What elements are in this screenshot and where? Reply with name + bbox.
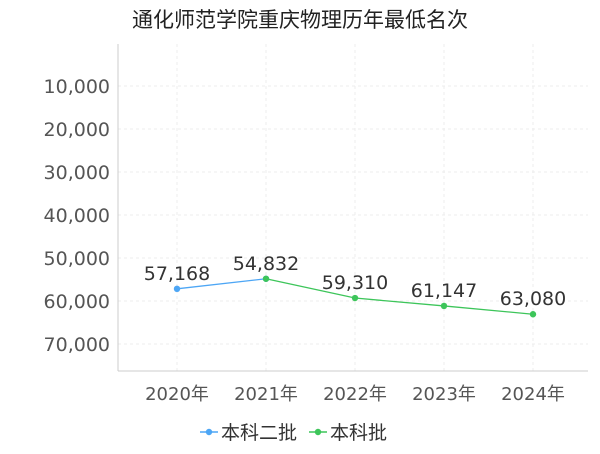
y-tick-label: 10,000 <box>44 76 110 98</box>
y-tick-label: 50,000 <box>44 248 110 270</box>
chart-title: 通化师范学院重庆物理历年最低名次 <box>132 8 468 32</box>
data-point <box>529 311 537 318</box>
series <box>173 275 537 318</box>
legend: 本科二批 本科批 <box>200 422 387 444</box>
y-tick-label: 60,000 <box>44 291 110 313</box>
data-label: 57,168 <box>144 263 210 285</box>
x-tick-label: 2022年 <box>323 384 387 405</box>
data-label: 63,080 <box>500 288 566 310</box>
series-line-1 <box>176 278 267 290</box>
data-point <box>440 302 448 310</box>
axes: 10,000 20,000 30,000 40,000 50,000 60,000 70,0… <box>44 44 588 405</box>
data-labels: 57,168 54,832 59,310 61,147 63,080 <box>144 253 566 310</box>
data-point <box>173 285 181 293</box>
legend-label-2: 本科批 <box>330 422 387 444</box>
x-tick-label: 2024年 <box>501 384 565 405</box>
y-tick-label: 20,000 <box>44 119 110 141</box>
y-tick-label: 30,000 <box>44 162 110 184</box>
y-tick-label: 40,000 <box>44 205 110 227</box>
data-point <box>351 294 359 302</box>
legend-marker-2 <box>314 428 322 436</box>
data-label: 59,310 <box>322 272 388 294</box>
x-tick-label: 2020年 <box>145 384 209 405</box>
legend-marker-1 <box>205 428 213 436</box>
data-label: 54,832 <box>233 253 299 275</box>
series-line-2 <box>265 278 534 315</box>
legend-label-1: 本科二批 <box>221 422 297 444</box>
grid <box>118 44 588 371</box>
data-label: 61,147 <box>411 280 477 302</box>
x-tick-label: 2021年 <box>234 384 298 405</box>
x-tick-label: 2023年 <box>412 384 476 405</box>
y-tick-label: 70,000 <box>44 334 110 356</box>
data-point <box>262 275 270 282</box>
